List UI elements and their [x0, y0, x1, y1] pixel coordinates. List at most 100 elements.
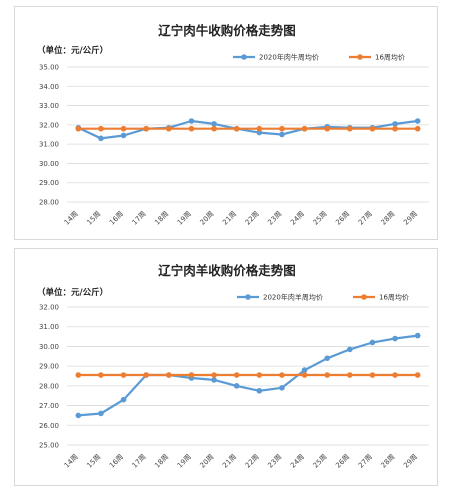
x-tick-label: 18周: [153, 453, 170, 470]
data-point: [256, 387, 263, 394]
data-point: [301, 125, 308, 132]
data-point: [324, 125, 330, 132]
y-tick-label: 31.00: [39, 323, 59, 331]
data-point: [324, 372, 330, 378]
data-point: [211, 377, 217, 383]
x-tick-label: 24周: [289, 210, 306, 227]
data-point: [347, 125, 353, 132]
data-point: [75, 412, 82, 419]
x-tick-label: 26周: [334, 210, 351, 227]
beef-price-chart: 辽宁肉牛收购价格走势图 （单位：元/公斤） 35.00 34.00 33.00 32.…: [37, 23, 429, 227]
y-tick-label: 33.00: [39, 102, 59, 110]
x-tick-label: 21周: [221, 210, 238, 227]
data-point: [98, 410, 104, 417]
x-tick-label: 23周: [266, 210, 283, 227]
legend-marker: [241, 54, 247, 60]
x-tick-label: 15周: [85, 210, 102, 227]
legend-marker: [361, 294, 367, 300]
data-point: [301, 367, 308, 373]
data-point: [414, 125, 421, 132]
y-tick-label: 29.00: [39, 363, 59, 371]
data-point: [143, 125, 149, 132]
x-tick-label: 27周: [357, 453, 374, 470]
y-tick-label: 31.00: [39, 141, 59, 149]
data-point: [120, 125, 127, 132]
x-tick-label: 26周: [334, 453, 351, 470]
data-point: [256, 125, 263, 132]
legend-label: 2020年肉羊周均价: [263, 293, 323, 302]
data-point: [98, 135, 104, 142]
x-tick-label: 25周: [312, 210, 329, 227]
x-tick-label: 17周: [131, 210, 148, 227]
beef-price-chart-panel: 辽宁肉牛收购价格走势图 （单位：元/公斤） 35.00 34.00 33.00 32.…: [14, 6, 438, 240]
data-point: [324, 355, 330, 362]
data-point: [414, 118, 421, 124]
data-point: [233, 383, 240, 389]
data-point: [279, 125, 285, 132]
series-line: [78, 334, 418, 417]
x-tick-label: 29周: [402, 210, 419, 227]
data-point: [75, 125, 82, 132]
x-tick-label: 29周: [402, 453, 419, 470]
data-point: [120, 132, 127, 139]
data-point: [369, 372, 376, 378]
data-point: [279, 372, 285, 378]
x-tick-label: 17周: [131, 453, 148, 470]
data-point: [347, 346, 353, 353]
data-point: [256, 372, 263, 378]
chart-title: 辽宁肉羊收购价格走势图: [158, 263, 296, 278]
mutton-price-chart-panel: 辽宁肉羊收购价格走势图 （单位：元/公斤） 32.00 31.00 30.00 29.…: [14, 248, 438, 486]
y-tick-label: 29.00: [39, 179, 59, 187]
data-point: [211, 121, 217, 127]
data-point: [369, 339, 376, 346]
data-point: [188, 118, 195, 124]
data-point: [279, 131, 285, 138]
x-tick-label: 25周: [312, 453, 329, 470]
y-tick-label: 34.00: [39, 83, 59, 91]
legend-label: 16周均价: [375, 53, 405, 62]
data-point: [211, 372, 217, 378]
y-tick-label: 28.00: [39, 382, 59, 390]
data-point: [414, 332, 421, 339]
y-tick-label: 30.00: [39, 343, 59, 351]
data-point: [347, 372, 353, 378]
legend-label: 2020年肉牛周均价: [259, 53, 319, 62]
data-point: [414, 372, 421, 378]
x-tick-label: 19周: [176, 210, 193, 227]
x-tick-label: 16周: [108, 210, 125, 227]
y-tick-label: 26.00: [39, 422, 59, 430]
y-tick-label: 35.00: [39, 64, 59, 72]
data-point: [233, 372, 240, 378]
data-point: [188, 372, 195, 378]
data-point: [120, 396, 127, 403]
x-tick-label: 22周: [244, 210, 261, 227]
unit-label: （单位：元/公斤）: [37, 287, 108, 298]
y-tick-label: 25.00: [39, 442, 59, 450]
data-point: [166, 372, 172, 378]
data-point: [188, 125, 195, 132]
chart-title: 辽宁肉牛收购价格走势图: [158, 23, 296, 38]
data-point: [98, 125, 104, 132]
x-tick-label: 15周: [85, 453, 102, 470]
x-tick-label: 18周: [153, 210, 170, 227]
x-tick-label: 28周: [380, 453, 397, 470]
x-tick-label: 20周: [199, 453, 216, 470]
x-tick-label: 23周: [266, 453, 283, 470]
data-point: [256, 129, 263, 136]
x-tick-label: 14周: [63, 210, 80, 227]
data-point: [279, 385, 285, 391]
mutton-price-chart: 辽宁肉羊收购价格走势图 （单位：元/公斤） 32.00 31.00 30.00 29.…: [37, 263, 429, 470]
data-point: [392, 335, 398, 342]
data-point: [143, 372, 149, 378]
y-tick-label: 32.00: [39, 304, 59, 312]
legend-marker: [357, 54, 363, 60]
data-point: [166, 125, 172, 132]
y-tick-label: 32.00: [39, 121, 59, 129]
x-tick-label: 27周: [357, 210, 374, 227]
data-point: [369, 125, 376, 132]
x-tick-label: 20周: [199, 210, 216, 227]
unit-label: （单位：元/公斤）: [37, 45, 108, 56]
legend-label: 16周均价: [379, 293, 409, 302]
y-tick-label: 27.00: [39, 402, 59, 410]
x-tick-label: 16周: [108, 453, 125, 470]
